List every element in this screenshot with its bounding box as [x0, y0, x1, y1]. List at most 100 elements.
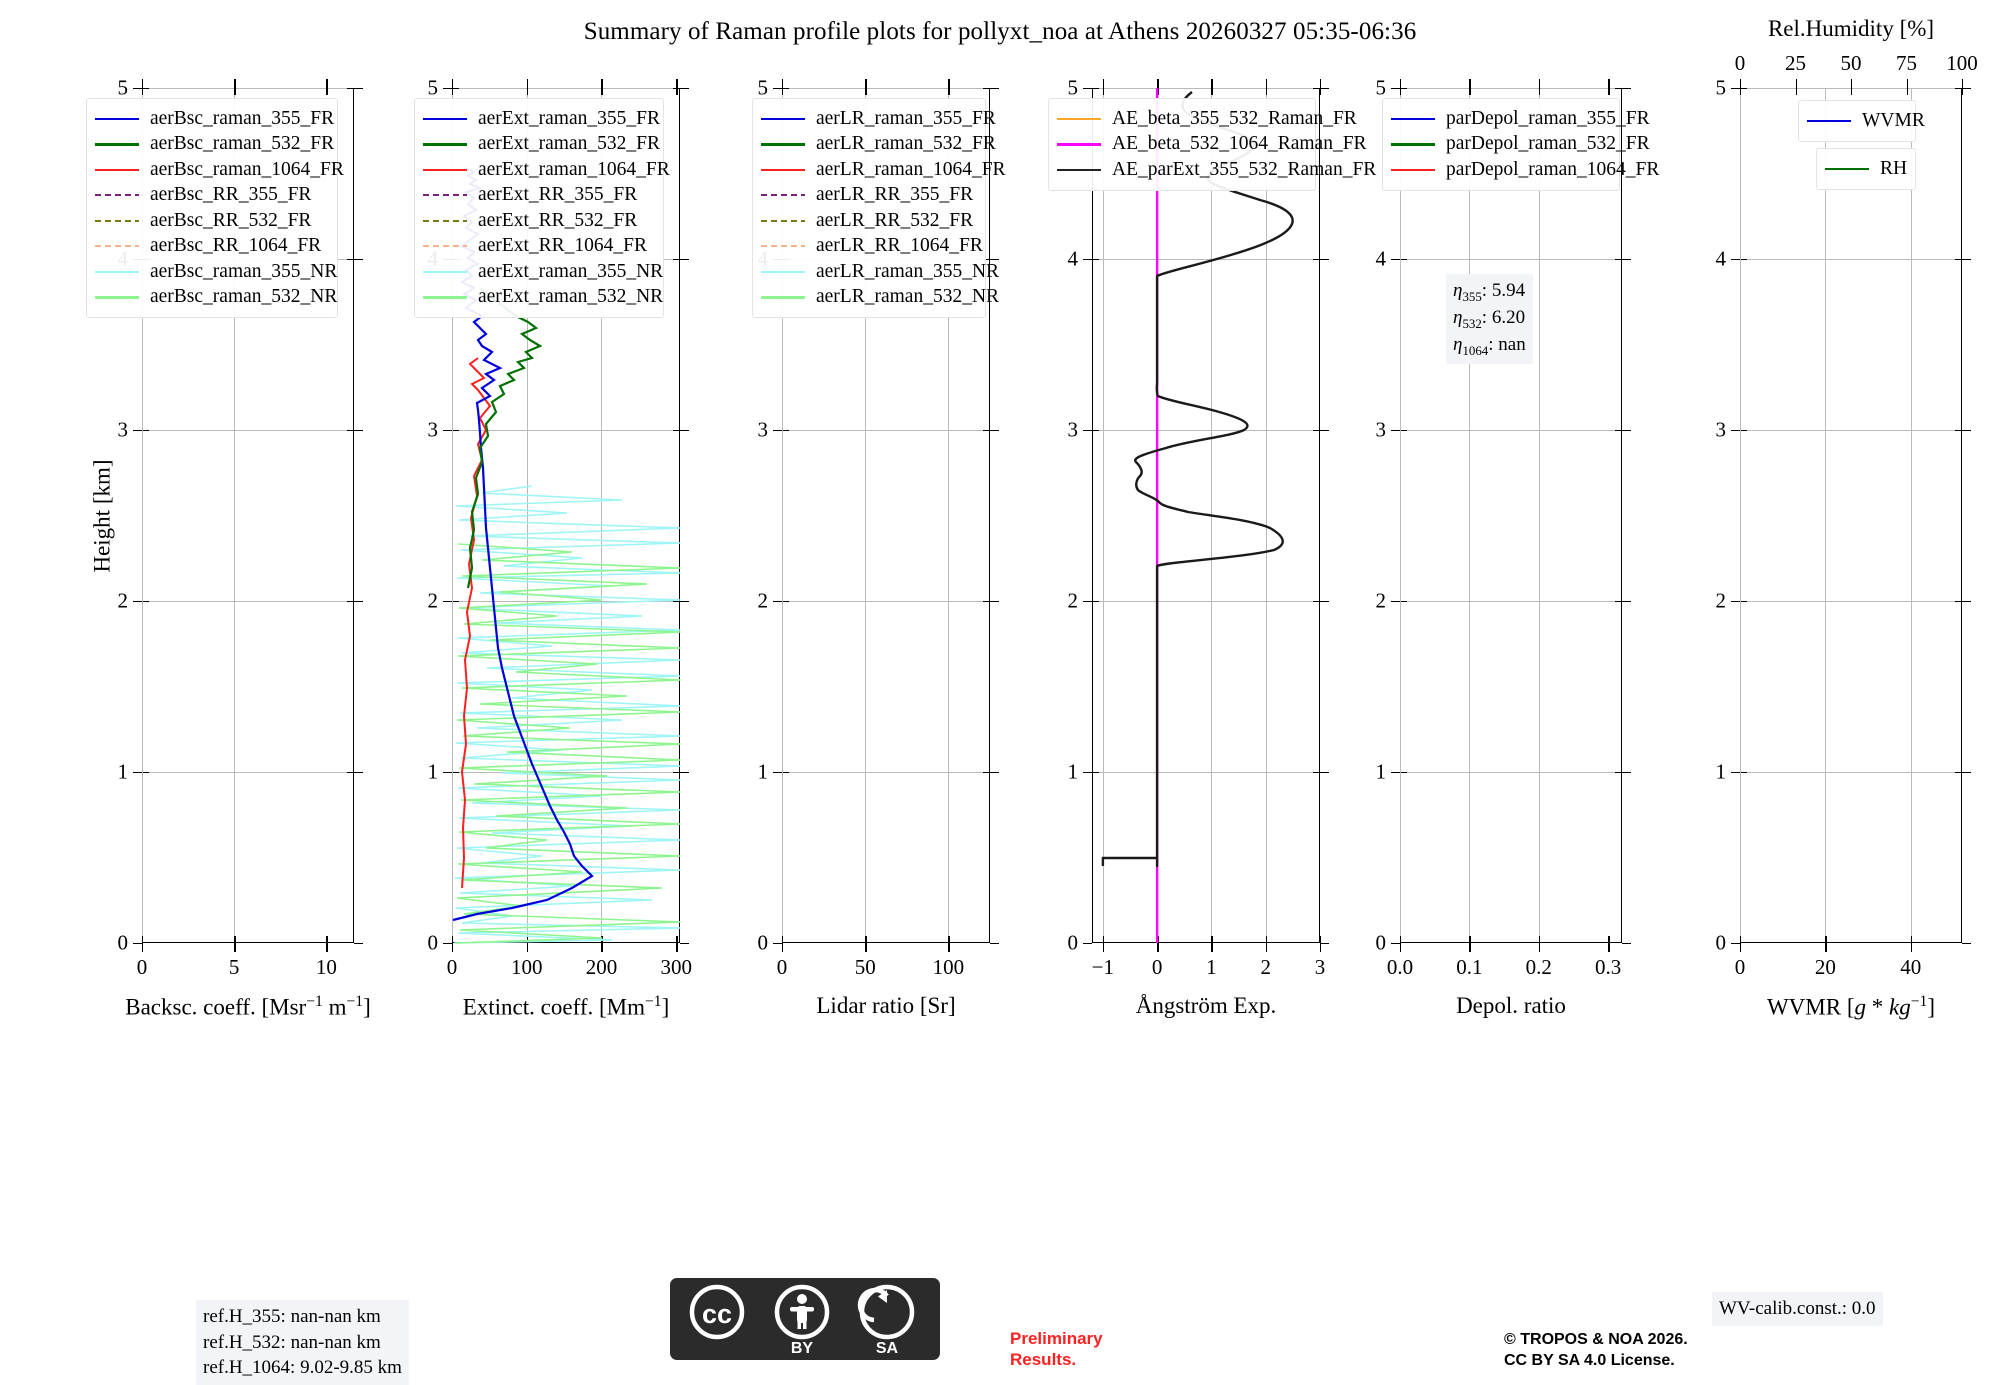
- legend-item[interactable]: aerBsc_RR_532_FR: [95, 208, 327, 234]
- y-tick-1: 1: [1715, 759, 1727, 784]
- legend-item[interactable]: parDepol_raman_1064_FR: [1391, 157, 1659, 183]
- x-tick-3: 300: [660, 955, 693, 979]
- legend-item[interactable]: aerBsc_raman_532_NR: [95, 285, 337, 311]
- y-tick-0: 0: [117, 930, 129, 955]
- x-axis-title: WVMR [g * kg−1]: [1766, 993, 1936, 1020]
- y-tick-5: 5: [427, 75, 439, 100]
- legend-lidar-ratio[interactable]: aerLR_raman_355_FR aerLR_raman_532_FR ae…: [752, 98, 1006, 318]
- legend-item[interactable]: aerExt_raman_532_NR: [423, 285, 663, 311]
- legend-angstrom[interactable]: AE_beta_355_532_Raman_FR AE_beta_532_106…: [1048, 98, 1376, 191]
- legend-item[interactable]: aerBsc_RR_355_FR: [95, 183, 327, 209]
- y-tick-4: 4: [1067, 246, 1079, 271]
- legend-item[interactable]: parDepol_raman_532_FR: [1391, 132, 1650, 158]
- y-tick-1: 1: [757, 759, 769, 784]
- ref-height-532: ref.H_532: nan-nan km: [203, 1331, 381, 1353]
- x-tick-1: 100: [511, 955, 543, 979]
- panel-angstrom: 5 4 3 2 1 0 −1 0 1 2 3 Ångström Exp. AE_…: [1048, 76, 1376, 1018]
- y-tick-2: 2: [1067, 588, 1079, 613]
- y-tick-5: 5: [1715, 75, 1727, 100]
- cc-by-label: BY: [791, 1340, 814, 1356]
- legend-item[interactable]: aerExt_RR_355_FR: [423, 183, 653, 209]
- x-tick-0: 0: [446, 955, 458, 979]
- x-tick-1: 50: [854, 955, 876, 979]
- legend-item[interactable]: parDepol_raman_355_FR: [1391, 106, 1650, 132]
- y-tick-2: 2: [1715, 588, 1727, 613]
- legend-item[interactable]: aerExt_RR_532_FR: [423, 208, 653, 234]
- x-tick-1: 5: [228, 955, 240, 979]
- legend-item[interactable]: aerBsc_raman_355_FR: [95, 106, 334, 132]
- y-tick-0: 0: [427, 930, 439, 955]
- legend-backscatter[interactable]: aerBsc_raman_355_FR aerBsc_raman_532_FR …: [86, 98, 344, 318]
- cc-license-badge[interactable]: cc BY SA: [670, 1278, 940, 1360]
- top-x-tick-4: 100: [1946, 51, 1978, 75]
- cc-sa-label: SA: [876, 1340, 899, 1356]
- x-tick-3: 2: [1260, 955, 1271, 979]
- y-tick-1: 1: [117, 759, 129, 784]
- legend-item[interactable]: aerBsc_RR_1064_FR: [95, 234, 327, 260]
- legend-item[interactable]: aerLR_RR_532_FR: [761, 208, 975, 234]
- legend-item[interactable]: aerLR_raman_532_NR: [761, 285, 999, 311]
- y-tick-3: 3: [427, 417, 439, 442]
- svg-text:cc: cc: [702, 1299, 732, 1329]
- legend-extinction[interactable]: aerExt_raman_355_FR aerExt_raman_532_FR …: [414, 98, 670, 318]
- cc-badge-graphic: cc BY SA: [689, 1284, 915, 1356]
- x-tick-3: 0.3: [1595, 955, 1622, 979]
- preliminary-results-note: Preliminary Results.: [1010, 1329, 1103, 1370]
- y-tick-0: 0: [1067, 930, 1079, 955]
- x-tick-1: 0.1: [1456, 955, 1483, 979]
- legend-rh[interactable]: RH: [1816, 148, 1916, 190]
- y-tick-3: 3: [1067, 417, 1079, 442]
- legend-item[interactable]: aerBsc_raman_532_FR: [95, 132, 334, 158]
- y-tick-5: 5: [1375, 75, 1387, 100]
- y-tick-2: 2: [757, 588, 769, 613]
- legend-item[interactable]: RH: [1825, 156, 1907, 182]
- wv-calib-annotation: WV-calib.const.: 0.0: [1712, 1292, 1883, 1326]
- plot-frame: [1400, 88, 1622, 943]
- y-tick-2: 2: [427, 588, 439, 613]
- y-tick-1: 1: [427, 759, 439, 784]
- legend-item[interactable]: aerLR_raman_355_FR: [761, 106, 996, 132]
- y-tick-0: 0: [1375, 930, 1387, 955]
- legend-item[interactable]: aerLR_RR_355_FR: [761, 183, 975, 209]
- x-tick-0: 0.0: [1386, 955, 1414, 979]
- legend-depol-ratio[interactable]: parDepol_raman_355_FR parDepol_raman_532…: [1382, 98, 1659, 191]
- legend-item[interactable]: aerExt_RR_1064_FR: [423, 234, 653, 260]
- legend-item[interactable]: aerExt_raman_1064_FR: [423, 157, 670, 183]
- x-tick-2: 200: [585, 955, 618, 979]
- legend-item[interactable]: aerLR_raman_355_NR: [761, 259, 999, 285]
- top-x-tick-0: 0: [1734, 51, 1746, 75]
- legend-item[interactable]: aerLR_raman_1064_FR: [761, 157, 1006, 183]
- panel-wvmr: 5 4 3 2 1 0 0 20 40 WVMR [g * kg−1] 0 25…: [1716, 16, 1978, 1020]
- legend-item[interactable]: aerBsc_raman_1064_FR: [95, 157, 344, 183]
- x-tick-4: 3: [1314, 955, 1326, 979]
- y-tick-1: 1: [1067, 759, 1079, 784]
- x-tick-0: −1: [1091, 955, 1115, 979]
- legend-item[interactable]: aerLR_RR_1064_FR: [761, 234, 983, 260]
- legend-item[interactable]: aerExt_raman_355_NR: [423, 259, 663, 285]
- plot-frame: [1740, 88, 1962, 943]
- x-tick-0: 0: [1734, 955, 1746, 979]
- y-tick-1: 1: [1375, 759, 1387, 784]
- legend-item[interactable]: aerBsc_raman_355_NR: [95, 259, 337, 285]
- legend-item[interactable]: aerLR_raman_532_FR: [761, 132, 996, 158]
- legend-item[interactable]: AE_beta_355_532_Raman_FR: [1057, 106, 1357, 132]
- legend-item[interactable]: AE_parExt_355_532_Raman_FR: [1057, 157, 1376, 183]
- y-tick-5: 5: [1067, 75, 1079, 100]
- ref-height-355: ref.H_355: nan-nan km: [203, 1306, 381, 1327]
- y-tick-3: 3: [117, 417, 129, 442]
- x-axis-title: Ångström Exp.: [1135, 993, 1277, 1018]
- y-tick-2: 2: [117, 588, 129, 613]
- legend-wvmr[interactable]: WVMR: [1798, 100, 1925, 142]
- x-tick-2: 1: [1206, 955, 1217, 979]
- legend-item[interactable]: AE_beta_532_1064_Raman_FR: [1057, 132, 1367, 158]
- x-axis-title: Lidar ratio [Sr]: [816, 993, 956, 1018]
- eta-355-row: η355: 5.94: [1453, 280, 1526, 304]
- legend-item[interactable]: aerExt_raman_532_FR: [423, 132, 660, 158]
- angstrom-curves: [1101, 88, 1294, 943]
- x-axis-title: Backsc. coeff. [Msr−1 m−1]: [125, 993, 371, 1020]
- y-tick-0: 0: [757, 930, 769, 955]
- eta-532-row: η532: 6.20: [1453, 307, 1526, 332]
- legend-item[interactable]: aerExt_raman_355_FR: [423, 106, 660, 132]
- y-tick-3: 3: [1715, 417, 1727, 442]
- legend-item[interactable]: WVMR: [1807, 108, 1925, 134]
